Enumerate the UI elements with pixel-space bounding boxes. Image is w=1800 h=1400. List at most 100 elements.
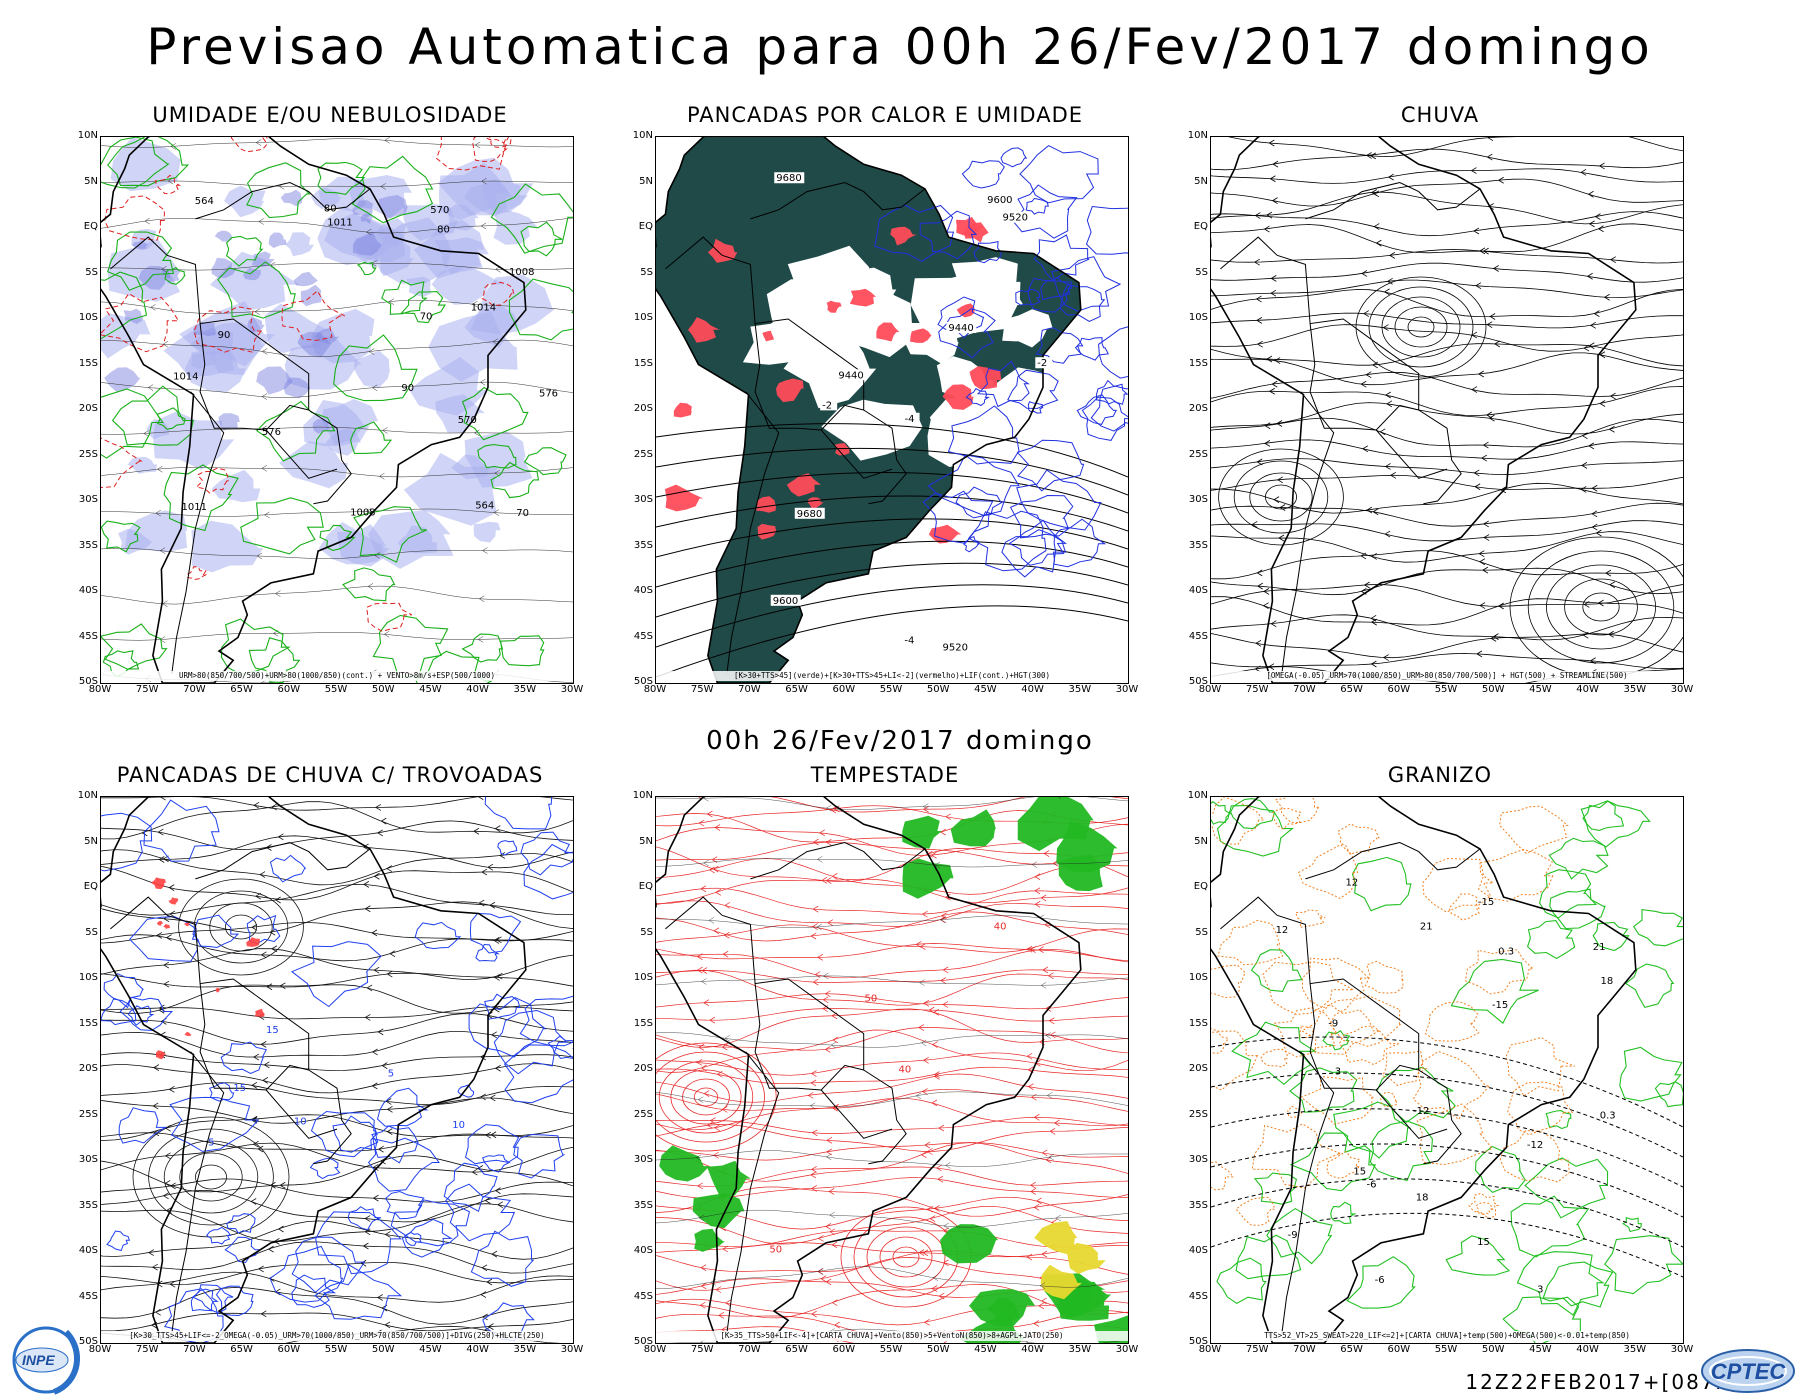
inpe-logo[interactable]: INPE: [4, 1320, 88, 1396]
latitude-label: 20S: [78, 403, 98, 414]
streamline-arrow: [1262, 602, 1269, 610]
lifted-index-contour: [1074, 337, 1109, 361]
streamline: [656, 911, 1128, 942]
coastline: [656, 797, 1082, 1343]
humidity-shade: [191, 351, 219, 370]
divergence-contour: [470, 1230, 535, 1287]
streamline-arrow: [810, 1166, 817, 1173]
streamline-arrow: [1593, 310, 1600, 317]
streamline-arrow: [389, 950, 396, 958]
map-umidade[interactable]: 576 576 1011 1011 1008 1008 1014 1014 70 70 80 80 90…: [100, 136, 574, 684]
wind-barb-line: [656, 1150, 1128, 1167]
streamline-arrow: [360, 1259, 367, 1267]
streamline-arrow: [924, 1141, 931, 1149]
streamline-arrow: [713, 927, 720, 935]
map-granizo[interactable]: -6 -6 -9 -9 -12 -12 -15 -15 12 12 15 15 18 18 21 21 3 3 0.…: [1210, 796, 1684, 1344]
jet-shade: [1040, 1264, 1082, 1300]
streamline-vortex: [179, 1152, 243, 1202]
wind-barb-line-arrow: [698, 1214, 705, 1222]
contour-label: 18: [1600, 976, 1613, 987]
streamline-arrow: [1588, 442, 1595, 450]
map-tempestade[interactable]: 40 40 50 50 [K>35_TTS>50+LIF<-4]+[CARTA CHU…: [655, 796, 1129, 1344]
humidity-shade-dark: [211, 257, 237, 278]
streamline-arrow: [1053, 1119, 1060, 1127]
streamline-arrow: [375, 804, 382, 811]
map-trovoadas[interactable]: 10 10 15 15 5 5 [K>30_TTS>45+LIF<=-2_OMEGA(-0…: [100, 796, 574, 1344]
streamline: [1211, 211, 1683, 237]
divergence-contour: [519, 995, 573, 1047]
streamline-arrow: [364, 1215, 371, 1222]
streamline-vortex: [892, 1246, 920, 1268]
streamline: [656, 1066, 1128, 1085]
contour-label-bg: [774, 172, 805, 184]
map-pancadas-calor[interactable]: 9680 9680 9600 9600 9520 9520 9440 9440 -2 -2 -4 -4…: [655, 136, 1129, 684]
longitude-label: 35W: [1068, 1344, 1092, 1355]
streamline-arrow: [490, 1031, 497, 1039]
streamline-arrow: [825, 1278, 832, 1286]
streamline-arrow: [494, 1064, 501, 1072]
wind-barb-line: [101, 180, 573, 187]
streamline: [1211, 148, 1683, 171]
streamline-arrow: [722, 1245, 729, 1253]
humidity-shade: [354, 350, 391, 389]
storm-cell: [168, 897, 179, 905]
streamline-vortex: [1368, 286, 1474, 368]
humidity-shade: [127, 457, 157, 474]
contour-label: 3: [1537, 1284, 1543, 1295]
streamline-arrow: [250, 1198, 257, 1205]
humidity-shade-dark: [218, 413, 240, 431]
thickness-contour: [104, 195, 165, 241]
streamline-vortex: [1381, 296, 1461, 358]
map-chuva[interactable]: [OMEGA(-0.05)_URM>70(1000/850)_URM>80(85…: [1210, 136, 1684, 684]
hail-index-contour: [1424, 1001, 1480, 1042]
divergence-contour: [523, 843, 573, 900]
streamline-arrow: [1271, 380, 1278, 388]
longitude-label: 80W: [643, 1344, 667, 1355]
streamline-arrow: [376, 1294, 383, 1301]
streamline-arrow: [923, 1000, 930, 1007]
streamline-arrow: [148, 1249, 154, 1256]
wind-barb-line-arrow: [477, 636, 484, 643]
rh-contour: [217, 261, 296, 319]
wind-barb-line-arrow: [494, 469, 500, 477]
storm-cell: [184, 1031, 192, 1037]
lifted-index-contour: [965, 387, 990, 407]
contour-label: 15: [233, 1083, 246, 1094]
contour-label: -6: [1375, 1275, 1385, 1286]
hail-index-contour: [1294, 909, 1326, 928]
latitude-label: 10S: [78, 312, 98, 323]
contour-label-bg: [985, 193, 1016, 205]
panel-chuva: CHUVA [OMEGA(-0.05)_URM>70(1000/850)_URM…: [1170, 102, 1710, 722]
streamline: [656, 1124, 1128, 1152]
temperature-contour: [1654, 1081, 1683, 1108]
longitude-label: 80W: [88, 1344, 112, 1355]
longitude-label: 35W: [1623, 1344, 1647, 1355]
wind-barb-line-arrow: [147, 384, 154, 391]
streamline-arrow: [1386, 400, 1393, 408]
latitude-label: 10S: [1188, 972, 1208, 983]
lifted-index-contour: [938, 308, 996, 359]
streamline-arrow: [1591, 523, 1598, 531]
wind-barb-line-arrow: [143, 430, 149, 437]
rh-contour: [111, 385, 194, 446]
cptec-logo[interactable]: CPTEC: [1700, 1348, 1796, 1394]
thickness-contour: [230, 137, 268, 153]
severe-area: [707, 238, 738, 263]
streamline-arrow: [263, 1061, 270, 1069]
streamline-arrow: [810, 1079, 817, 1087]
wind-barb-line-arrow: [1045, 1032, 1052, 1039]
streamline: [656, 900, 1128, 927]
streamline-arrow: [1034, 873, 1041, 881]
streamline-arrow: [1256, 317, 1263, 324]
streamline: [1211, 402, 1683, 435]
streamline-arrow: [386, 970, 393, 978]
hail-index-contour: [1382, 1050, 1428, 1087]
longitude-label: 50W: [1481, 684, 1505, 695]
streamline-arrow: [1597, 225, 1604, 233]
temperature-contour: [1548, 837, 1609, 880]
streamline-arrow: [715, 889, 722, 896]
lifted-index-contour: [1001, 529, 1067, 578]
longitude-label: 80W: [643, 684, 667, 695]
latitude-label: 5N: [1194, 175, 1208, 187]
streamline-arrow: [926, 1148, 933, 1155]
